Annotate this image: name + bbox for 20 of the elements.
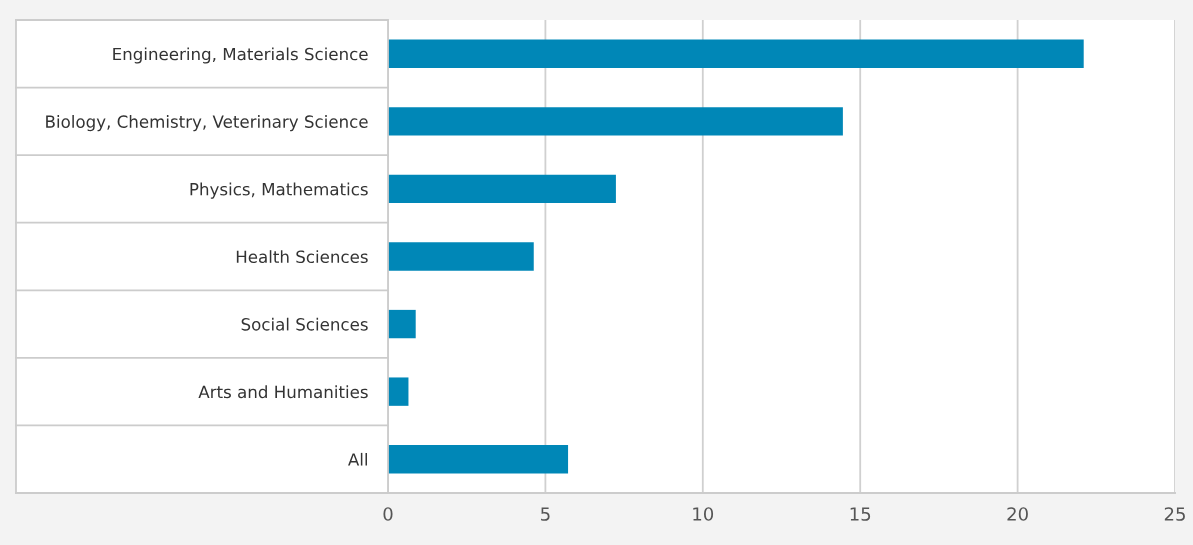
x-tick-label: 20 [1007,507,1028,521]
bar [388,39,1084,68]
y-tick-label: Biology, Chemistry, Veterinary Science [46,115,368,132]
y-tick-label: Physics, Mathematics [190,182,368,199]
x-tick-label: 5 [541,507,550,521]
x-tick-label: 10 [693,507,714,521]
bar [388,445,569,474]
bar [388,107,843,136]
y-tick-label: Health Sciences [236,250,368,264]
y-tick-label: Arts and Humanities [198,385,368,399]
y-tick-label: Engineering, Materials Science [113,47,368,64]
y-tick-label: All [348,452,367,466]
y-tick-label: Social Sciences [241,317,368,331]
bar [388,242,534,271]
bar [388,174,616,204]
x-tick-label: 0 [383,507,393,521]
bar [388,377,409,406]
x-tick-label: 15 [850,507,871,521]
bar [388,309,416,339]
x-tick-label: 25 [1164,507,1185,521]
